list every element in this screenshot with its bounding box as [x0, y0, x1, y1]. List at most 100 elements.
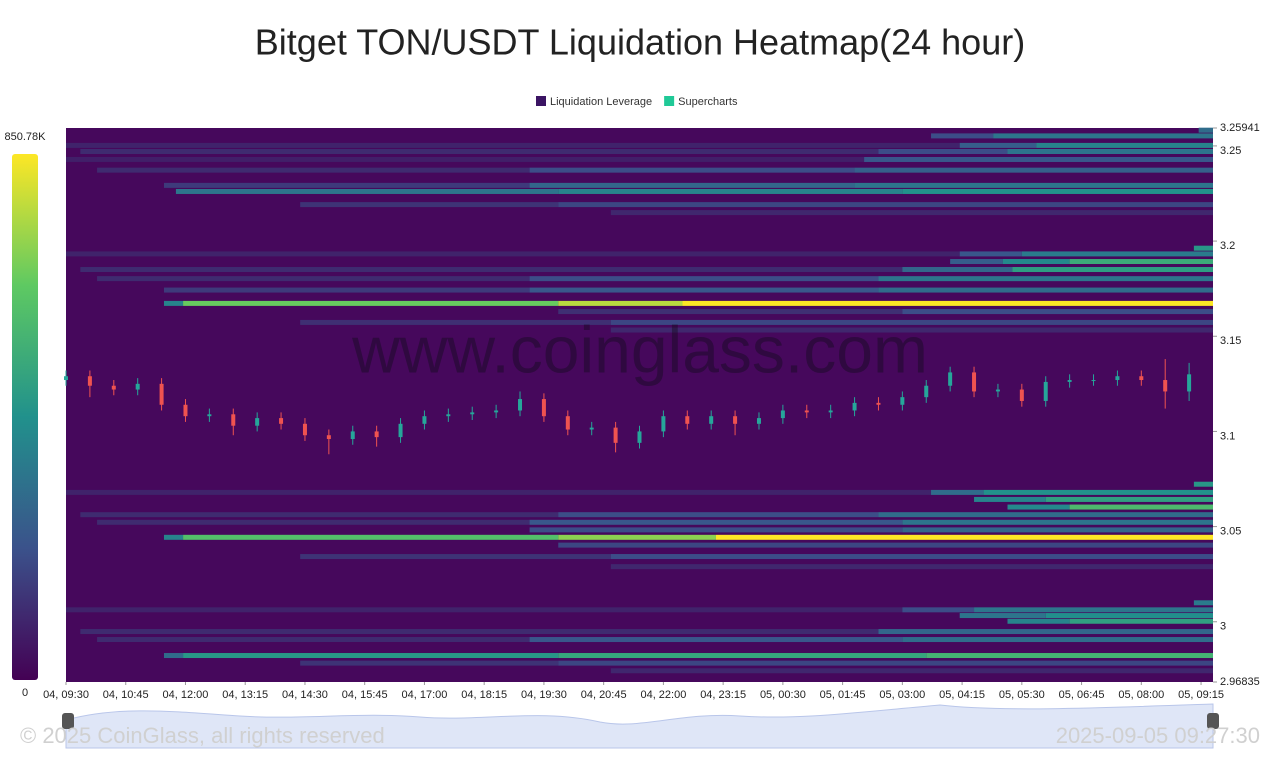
heatmap-cell — [558, 512, 879, 518]
candle-body — [1043, 381, 1048, 401]
heatmap-cell — [1007, 504, 1070, 510]
candle-body — [111, 385, 116, 390]
colorbar — [12, 154, 38, 680]
heatmap-cell — [926, 653, 1213, 659]
x-tick-label: 05, 05:30 — [999, 689, 1045, 701]
candle-body — [828, 410, 833, 413]
heatmap-cell — [1069, 504, 1213, 510]
heatmap-cell — [854, 167, 1213, 173]
candle-body — [494, 410, 499, 413]
x-tick-label: 04, 10:45 — [103, 689, 149, 701]
x-tick-label: 04, 22:00 — [640, 689, 686, 701]
candle-body — [135, 383, 140, 390]
heatmap-cell — [97, 637, 530, 643]
heatmap-cell — [558, 188, 903, 194]
y-tick-label: 2.96835 — [1220, 676, 1260, 688]
candle-body — [900, 397, 905, 405]
candle-body — [972, 372, 977, 392]
candle-body — [446, 414, 451, 417]
heatmap-cell — [163, 300, 184, 306]
legend-label: Supercharts — [678, 96, 738, 108]
heatmap-cell — [1007, 149, 1213, 155]
heatmap-cell — [610, 210, 1213, 216]
heatmap-cell — [175, 188, 559, 194]
x-tick-label: 04, 20:45 — [581, 689, 627, 701]
heatmap-cell — [959, 251, 1022, 257]
x-tick-label: 04, 18:15 — [461, 689, 507, 701]
heatmap-cell — [80, 512, 559, 518]
candle-body — [804, 410, 809, 413]
heatmap-cell — [300, 319, 611, 325]
heatmap-cell — [558, 542, 1213, 548]
x-tick-label: 04, 15:45 — [342, 689, 388, 701]
heatmap-cell — [300, 660, 559, 666]
heatmap-cell — [610, 554, 1213, 560]
heatmap-cell — [97, 276, 530, 282]
y-tick-label: 3.1 — [1220, 430, 1235, 442]
watermark: www.coinglass.com — [351, 312, 928, 386]
heatmap-cell — [902, 188, 1213, 194]
heatmap-cell — [529, 527, 903, 533]
heatmap-cell — [902, 637, 1213, 643]
heatmap-cell — [854, 182, 1213, 188]
candle-body — [1091, 380, 1096, 382]
heatmap-cell — [878, 629, 1213, 635]
heatmap-cell — [163, 653, 184, 659]
heatmap-cell — [66, 489, 932, 495]
heatmap-cell — [529, 637, 903, 643]
heatmap-cell — [902, 607, 975, 613]
candle-body — [589, 427, 594, 430]
chart-title: Bitget TON/USDT Liquidation Heatmap(24 h… — [255, 22, 1025, 63]
heatmap-cell — [80, 149, 879, 155]
x-tick-label: 04, 12:00 — [163, 689, 209, 701]
x-tick-label: 05, 00:30 — [760, 689, 806, 701]
candle-body — [948, 372, 953, 386]
heatmap-cell — [610, 319, 1213, 325]
heatmap-cell — [1069, 618, 1213, 624]
heatmap-cell — [1193, 245, 1213, 251]
candle-body — [1139, 376, 1144, 381]
heatmap-cell — [1045, 613, 1213, 619]
timestamp: 2025-09-05 09:27:30 — [1056, 723, 1260, 748]
candle-body — [852, 402, 857, 411]
candle-body — [64, 376, 68, 381]
candle-body — [661, 416, 666, 432]
heatmap-cell — [183, 653, 559, 659]
y-tick-label: 3.05 — [1220, 525, 1241, 537]
y-tick-label: 3 — [1220, 621, 1226, 633]
candle-body — [541, 399, 546, 417]
heatmap-cell — [959, 613, 1046, 619]
heatmap-cell — [558, 300, 683, 306]
heatmap-cell — [878, 276, 1213, 282]
plot-area — [64, 127, 1213, 682]
x-tick-label: 04, 09:30 — [43, 689, 89, 701]
heatmap-cell — [558, 309, 903, 315]
heatmap-cell — [163, 287, 530, 293]
x-tick-label: 05, 08:00 — [1118, 689, 1164, 701]
x-tick-label: 05, 03:00 — [879, 689, 925, 701]
heatmap-cell — [1198, 127, 1213, 133]
candle-body — [876, 402, 881, 405]
navigator — [65, 703, 1214, 749]
heatmap-cell — [66, 251, 960, 257]
heatmap-cell — [300, 202, 559, 208]
candle-body — [1067, 380, 1072, 382]
candle-body — [326, 435, 331, 440]
heatmap-cell — [1045, 496, 1213, 502]
candle-body — [470, 412, 475, 415]
navigator-handle[interactable] — [1207, 713, 1219, 729]
x-tick-label: 04, 17:00 — [402, 689, 448, 701]
x-tick-label: 05, 09:15 — [1178, 689, 1224, 701]
legend-swatch — [536, 96, 546, 106]
candle-body — [350, 431, 355, 440]
legend: Liquidation Leverage Supercharts — [536, 96, 738, 108]
heatmap-cell — [183, 300, 559, 306]
heatmap-cell — [931, 133, 994, 139]
navigator-handle[interactable] — [62, 713, 74, 729]
heatmap-cell — [163, 182, 530, 188]
heatmap-cell — [950, 259, 1003, 265]
heatmap-cell — [878, 512, 1213, 518]
candle-body — [1163, 380, 1168, 392]
y-tick-label: 3.2 — [1220, 240, 1235, 252]
